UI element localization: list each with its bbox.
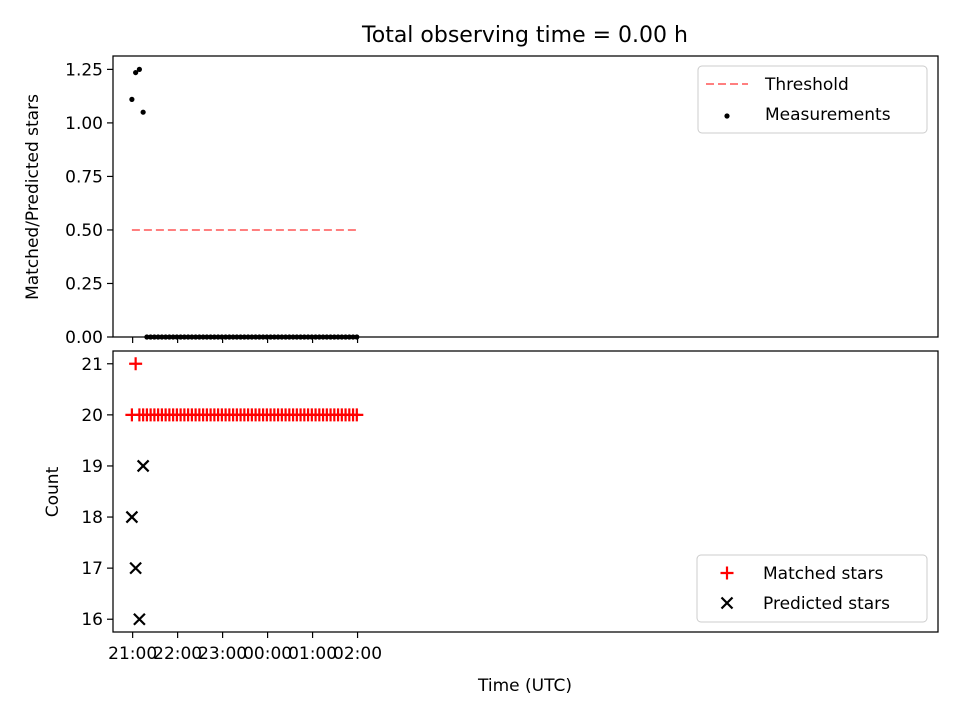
bottom-axes-frame xyxy=(112,350,939,633)
predicted-star-point xyxy=(133,612,146,626)
top-y-axis-label: Matched/Predicted stars xyxy=(23,94,43,300)
bottom-y-tick-label: 19 xyxy=(81,457,103,477)
matched-stars-legend-swatch xyxy=(720,566,734,580)
threshold-legend-label: Threshold xyxy=(764,75,849,95)
bottom-legend-box xyxy=(696,554,928,623)
x-tick-label: 00:00 xyxy=(243,644,292,664)
top-axes-frame xyxy=(112,55,939,338)
top-legend-box xyxy=(697,65,928,134)
x-tick-label: 21:00 xyxy=(108,644,157,664)
matched-star-point xyxy=(129,357,143,371)
bottom-y-tick-label: 21 xyxy=(81,355,103,375)
x-tick-label: 01:00 xyxy=(288,644,337,664)
matched-star-point xyxy=(350,408,364,422)
measurement-point xyxy=(136,66,142,72)
x-tick-label: 22:00 xyxy=(153,644,202,664)
measurements-legend-label: Measurements xyxy=(765,105,891,125)
measurement-point xyxy=(140,109,146,115)
measurement-point xyxy=(133,69,139,76)
predicted-star-point xyxy=(129,561,142,575)
top-y-tick-label: 0.75 xyxy=(65,167,103,187)
predicted-stars-legend-swatch xyxy=(720,596,734,610)
measurements-legend-swatch xyxy=(724,113,730,119)
top-y-tick-label: 0.50 xyxy=(65,221,103,241)
top-y-ticks: 0.00 0.25 0.50 0.75 1.00 1.25 xyxy=(65,60,113,348)
top-y-tick-label: 0.25 xyxy=(65,274,103,294)
bottom-plot-marks xyxy=(125,357,364,626)
x-tick-label: 23:00 xyxy=(198,644,247,664)
x-axis-label: Time (UTC) xyxy=(477,676,572,696)
bottom-panel: 16 17 18 19 20 21 21:0022:0023:0000:0001:0002… xyxy=(43,350,939,696)
bottom-legend: Matched stars Predicted stars xyxy=(696,554,928,623)
bottom-y-tick-label: 16 xyxy=(81,610,103,630)
bottom-y-axis-label: Count xyxy=(43,466,63,517)
predicted-stars-legend-label: Predicted stars xyxy=(763,594,890,614)
top-y-tick-label: 0.00 xyxy=(65,328,103,348)
top-plot-marks xyxy=(129,66,360,340)
top-panel: 0.00 0.25 0.50 0.75 1.00 1.25 Matched/Predict… xyxy=(23,55,939,348)
measurement-point xyxy=(129,96,135,102)
top-legend: Threshold Measurements xyxy=(697,65,928,134)
top-y-tick-label: 1.00 xyxy=(65,114,103,134)
chart-title: Total observing time = 0.00 h xyxy=(361,23,688,48)
top-x-ticks xyxy=(132,337,359,343)
bottom-y-tick-label: 20 xyxy=(81,406,103,426)
predicted-star-point xyxy=(125,510,139,524)
bottom-y-tick-label: 17 xyxy=(81,559,103,579)
matched-stars-legend-label: Matched stars xyxy=(763,564,883,584)
x-tick-label: 02:00 xyxy=(333,644,382,664)
bottom-y-tick-label: 18 xyxy=(81,508,103,528)
bottom-y-ticks: 16 17 18 19 20 21 xyxy=(81,355,113,630)
top-y-tick-label: 1.25 xyxy=(65,60,103,80)
predicted-star-point xyxy=(136,459,150,473)
